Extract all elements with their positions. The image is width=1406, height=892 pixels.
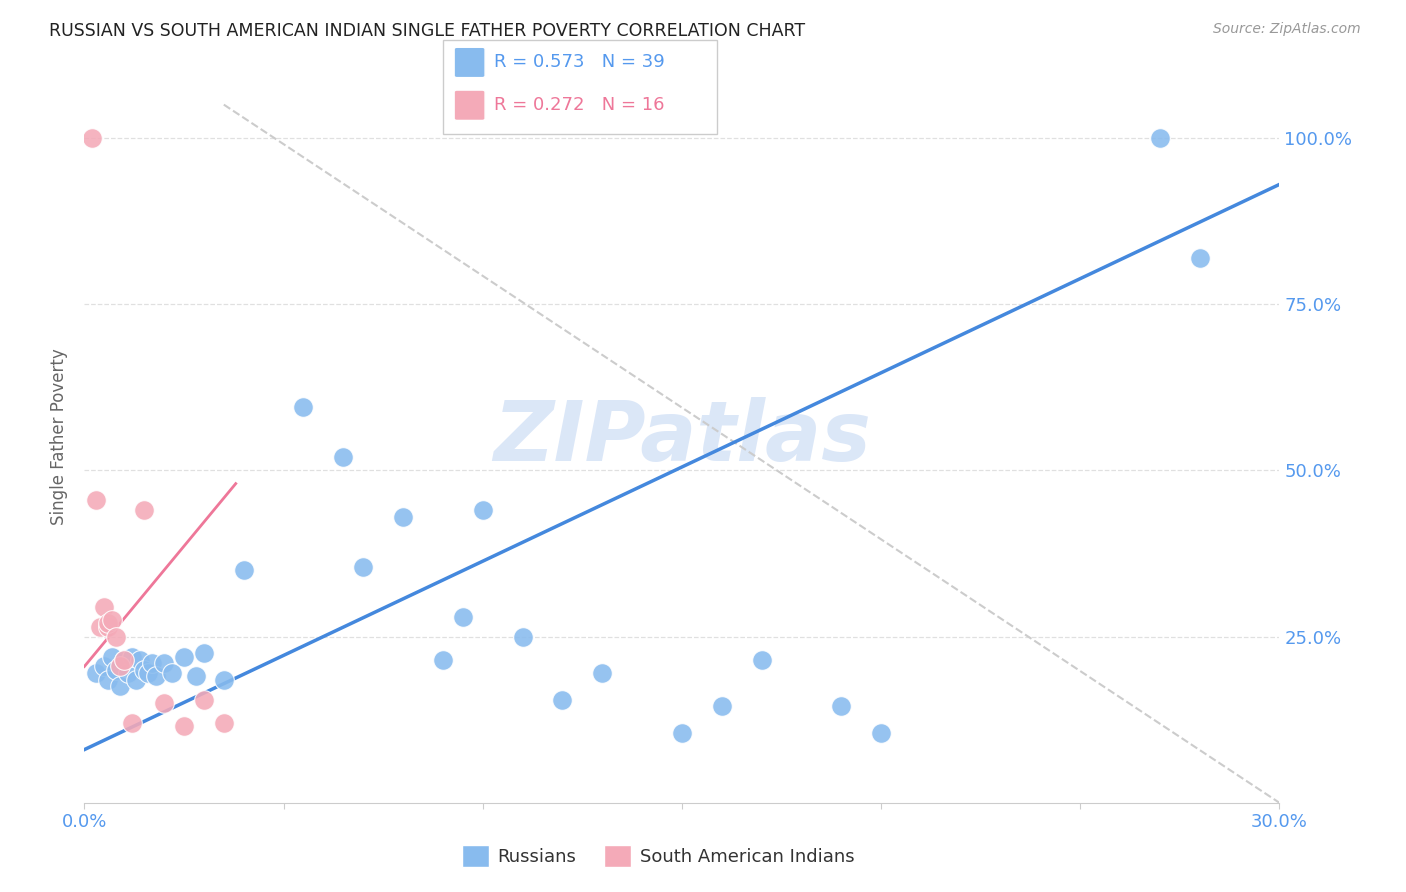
Point	[110, 680, 132, 694]
Point	[132, 503, 156, 517]
Point	[1149, 131, 1171, 145]
Point	[136, 666, 159, 681]
Point	[184, 669, 207, 683]
Point	[86, 666, 108, 681]
Point	[870, 726, 893, 740]
Point	[751, 653, 773, 667]
Point	[193, 692, 215, 706]
Point	[471, 503, 494, 517]
Point	[145, 669, 167, 683]
Point	[125, 673, 148, 687]
Text: ZIPatlas: ZIPatlas	[494, 397, 870, 477]
Point	[432, 653, 454, 667]
Point	[591, 666, 613, 681]
Point	[121, 716, 143, 731]
Point	[451, 609, 474, 624]
Point	[392, 509, 415, 524]
Point	[830, 699, 852, 714]
Text: R = 0.272   N = 16: R = 0.272 N = 16	[494, 96, 664, 114]
Point	[292, 400, 315, 414]
Point	[105, 630, 128, 644]
Text: RUSSIAN VS SOUTH AMERICAN INDIAN SINGLE FATHER POVERTY CORRELATION CHART: RUSSIAN VS SOUTH AMERICAN INDIAN SINGLE …	[49, 22, 806, 40]
Point	[110, 659, 132, 673]
Point	[117, 666, 139, 681]
Point	[173, 649, 195, 664]
Point	[173, 719, 195, 733]
Point	[86, 493, 108, 508]
Y-axis label: Single Father Poverty: Single Father Poverty	[51, 349, 69, 525]
Point	[97, 673, 120, 687]
Legend: Russians, South American Indians: Russians, South American Indians	[454, 838, 862, 874]
Point	[112, 653, 135, 667]
Point	[332, 450, 354, 464]
Point	[1188, 251, 1211, 265]
Point	[160, 666, 183, 681]
Point	[710, 699, 733, 714]
Point	[97, 616, 120, 631]
Point	[82, 131, 104, 145]
Point	[153, 656, 176, 670]
Point	[89, 619, 111, 633]
Point	[112, 653, 135, 667]
Point	[352, 559, 374, 574]
Point	[212, 673, 235, 687]
Point	[101, 649, 124, 664]
Text: Source: ZipAtlas.com: Source: ZipAtlas.com	[1213, 22, 1361, 37]
Point	[193, 646, 215, 660]
Point	[105, 663, 128, 677]
Point	[93, 599, 115, 614]
Point	[153, 696, 176, 710]
Point	[512, 630, 534, 644]
Point	[101, 613, 124, 627]
Point	[93, 659, 115, 673]
Point	[551, 692, 574, 706]
Point	[212, 716, 235, 731]
Point	[141, 656, 163, 670]
Point	[97, 619, 120, 633]
Point	[232, 563, 254, 577]
Point	[132, 663, 156, 677]
Point	[121, 649, 143, 664]
Point	[129, 653, 152, 667]
Point	[671, 726, 693, 740]
Text: R = 0.573   N = 39: R = 0.573 N = 39	[494, 54, 664, 71]
